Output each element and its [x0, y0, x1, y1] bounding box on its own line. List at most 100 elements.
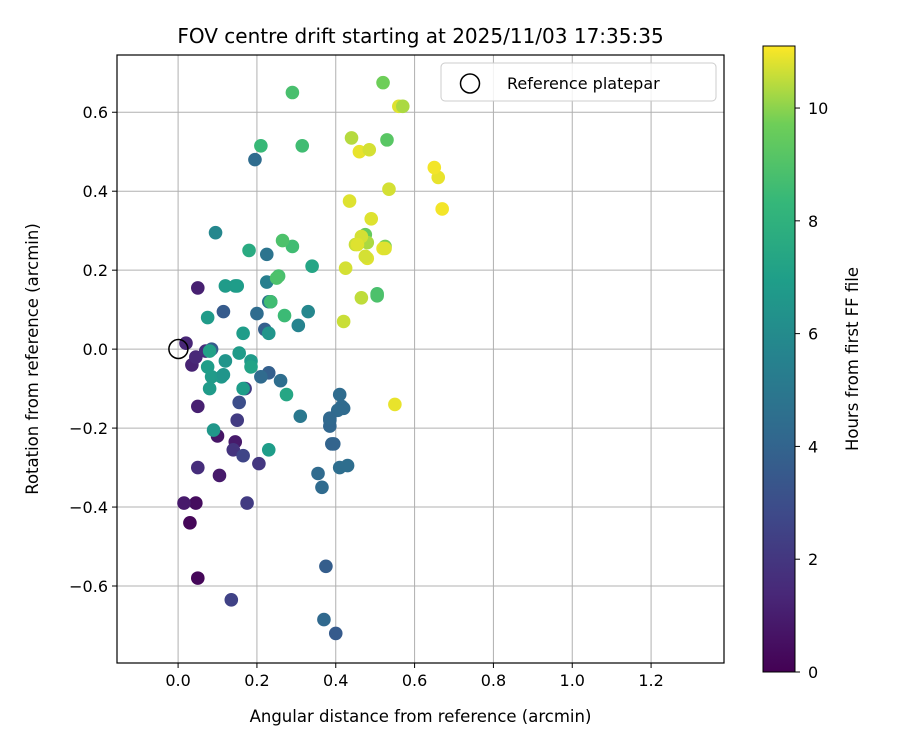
data-point	[285, 85, 300, 100]
data-point	[244, 360, 258, 374]
y-tick-label: 0.6	[83, 103, 108, 122]
data-point	[242, 243, 256, 258]
colorbar: 0 2 4 6 8 10 Hours from first FF file	[762, 45, 862, 682]
data-point	[301, 304, 315, 319]
x-axis-ticks: 0.0 0.2 0.4 0.6 0.8 1.0 1.2	[165, 663, 664, 690]
data-point	[295, 139, 310, 153]
x-axis-label: Angular distance from reference (arcmin)	[250, 707, 592, 726]
data-point	[252, 456, 266, 471]
data-point	[344, 131, 359, 145]
y-tick-label: −0.2	[69, 419, 108, 438]
y-tick-label: 0.0	[83, 340, 108, 359]
data-point	[183, 516, 197, 530]
x-tick-label: 0.4	[323, 671, 348, 690]
data-point	[189, 350, 203, 364]
data-point	[218, 354, 233, 368]
legend-box	[440, 62, 717, 102]
data-point	[202, 344, 217, 358]
data-point	[427, 160, 442, 175]
data-point	[236, 326, 250, 341]
data-point	[191, 571, 205, 585]
grid	[117, 55, 724, 663]
data-point	[254, 369, 268, 384]
data-point	[293, 409, 308, 424]
legend-entry-label: Reference platepar	[507, 74, 660, 93]
data-point	[370, 289, 384, 303]
data-point	[380, 133, 394, 147]
data-point	[240, 496, 254, 510]
colorbar-tick-label: 8	[808, 212, 818, 231]
legend: Reference platepar	[440, 62, 717, 102]
data-point	[224, 593, 239, 607]
data-point	[285, 239, 300, 254]
data-point	[323, 411, 337, 426]
x-tick-label: 0.8	[481, 671, 506, 690]
data-point	[230, 279, 245, 293]
colorbar-tick-label: 4	[808, 437, 818, 456]
data-point	[212, 468, 227, 483]
data-point	[435, 202, 449, 216]
data-point	[261, 443, 276, 457]
data-point	[202, 381, 217, 396]
data-point	[236, 381, 250, 396]
data-point	[216, 304, 231, 319]
legend-marker-icon	[459, 73, 481, 94]
data-point	[376, 75, 390, 90]
colorbar-ticks: 0 2 4 6 8 10	[795, 99, 828, 682]
data-point	[362, 142, 377, 157]
data-point	[191, 460, 205, 475]
data-point	[226, 443, 241, 457]
data-point	[218, 279, 233, 293]
data-point	[177, 496, 191, 510]
data-point	[206, 423, 221, 437]
colorbar-tick-label: 10	[808, 99, 828, 118]
data-point	[315, 480, 329, 495]
data-point	[279, 387, 294, 402]
plot-frame	[116, 54, 725, 664]
x-tick-label: 1.2	[638, 671, 663, 690]
data-point	[230, 413, 245, 427]
data-point	[269, 271, 284, 285]
reference-platepar-marker	[168, 338, 189, 360]
data-point	[395, 99, 410, 114]
data-point	[263, 294, 278, 309]
data-point	[364, 212, 379, 226]
data-point	[259, 247, 274, 262]
y-tick-label: −0.4	[69, 498, 108, 517]
y-tick-label: 0.2	[83, 261, 108, 280]
data-point	[291, 318, 306, 333]
data-point	[232, 395, 246, 410]
data-point	[342, 194, 357, 208]
data-point	[328, 626, 343, 641]
data-point	[388, 397, 402, 412]
data-point	[319, 559, 333, 574]
data-point	[338, 261, 353, 275]
data-point	[191, 399, 205, 414]
data-point	[378, 241, 392, 256]
data-point	[273, 373, 288, 388]
data-point	[326, 437, 341, 451]
chart-title: FOV centre drift starting at 2025/11/03 …	[177, 24, 663, 48]
data-point	[248, 152, 262, 167]
data-point	[254, 139, 268, 153]
data-point	[191, 281, 205, 295]
data-point	[250, 306, 264, 321]
x-tick-label: 0.6	[402, 671, 427, 690]
data-points	[177, 75, 449, 641]
y-axis-label: Rotation from reference (arcmin)	[23, 223, 42, 495]
data-point	[232, 346, 246, 360]
data-point	[216, 367, 231, 382]
colorbar-tick-label: 2	[808, 550, 818, 569]
colorbar-tick-label: 6	[808, 325, 818, 344]
data-point	[358, 249, 373, 264]
data-point	[350, 237, 365, 252]
data-point	[305, 259, 319, 274]
colorbar-tick-label: 0	[808, 663, 818, 682]
data-point	[189, 496, 203, 510]
x-tick-label: 0.0	[165, 671, 190, 690]
x-tick-label: 1.0	[560, 671, 585, 690]
data-point	[208, 225, 223, 240]
y-tick-label: −0.6	[69, 577, 108, 596]
